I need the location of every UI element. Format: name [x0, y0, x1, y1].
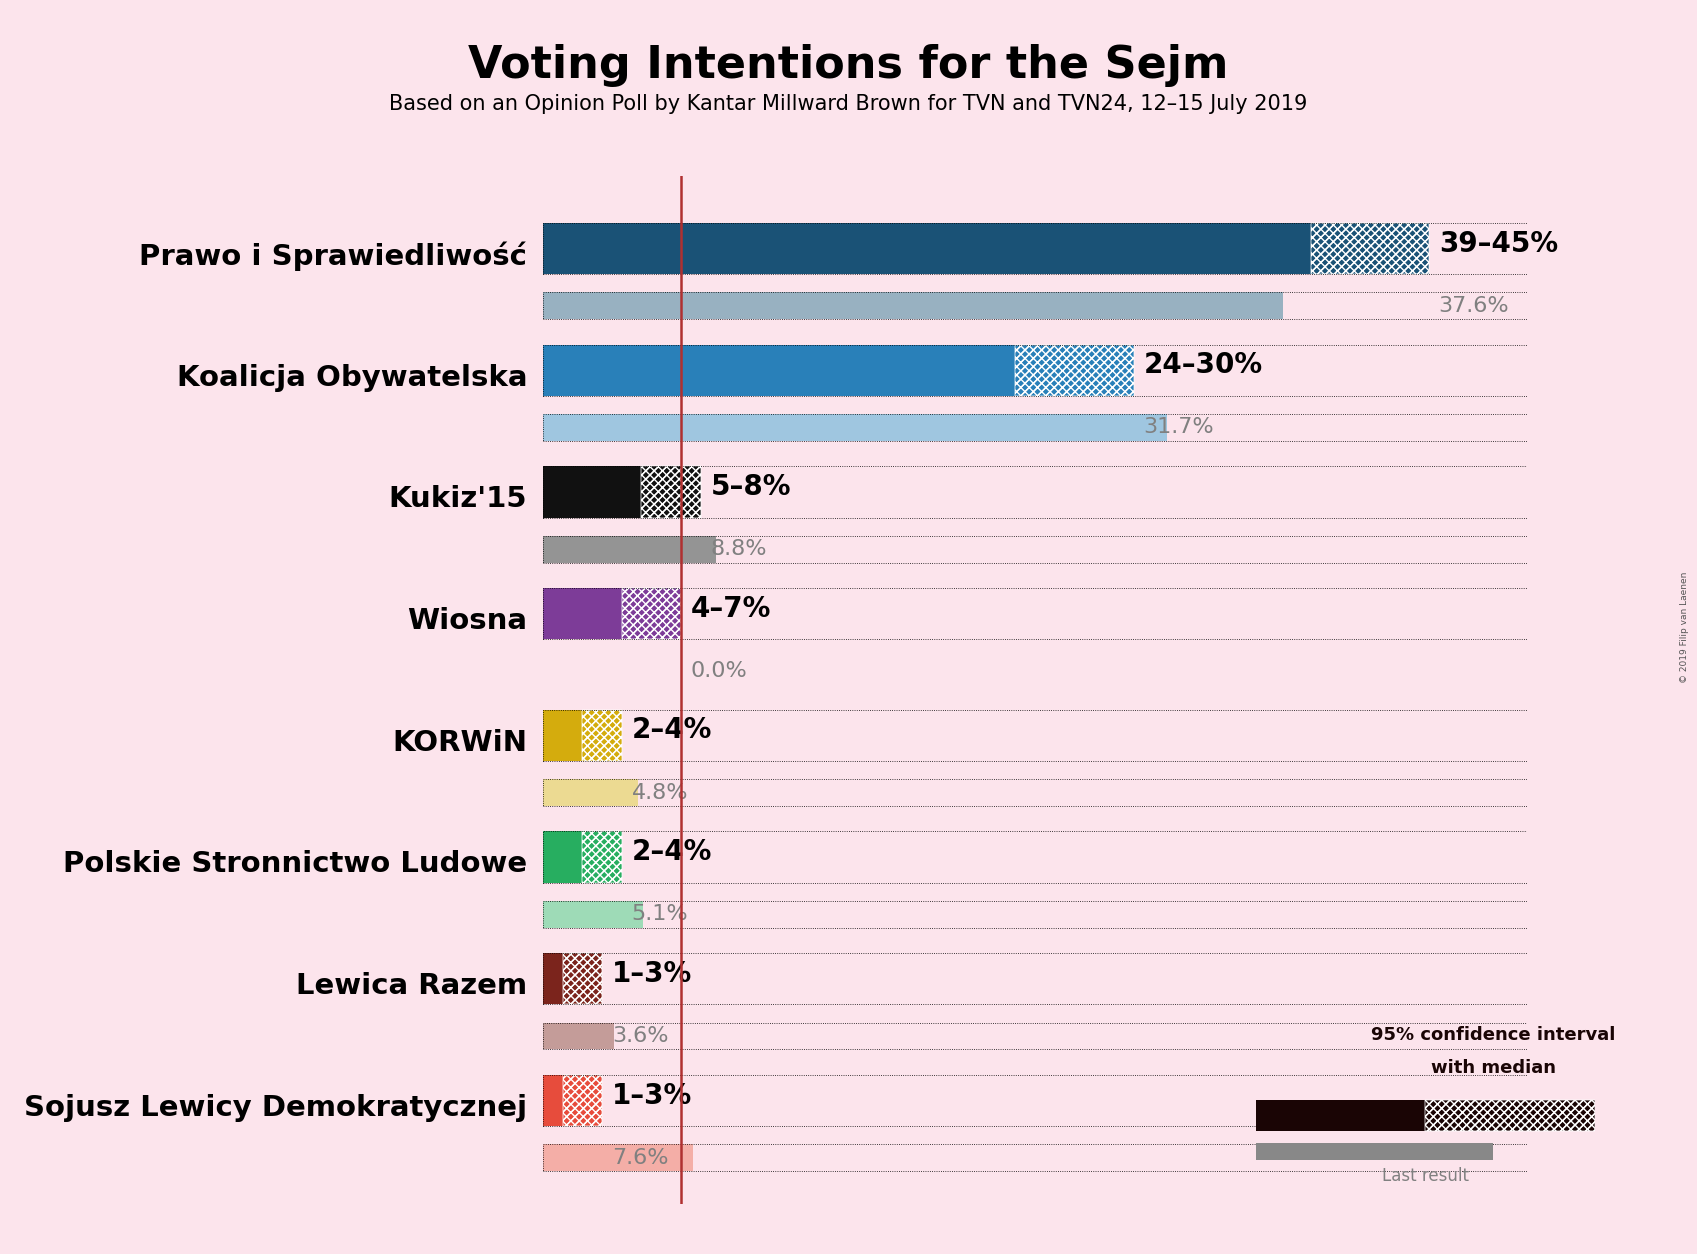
Bar — [543, 1075, 563, 1126]
Text: 4–7%: 4–7% — [691, 594, 770, 623]
Bar — [543, 900, 1527, 928]
Text: 24–30%: 24–30% — [1144, 351, 1263, 380]
Text: 37.6%: 37.6% — [1439, 296, 1509, 316]
Bar — [582, 831, 621, 883]
Bar — [543, 1144, 692, 1171]
Text: Last result: Last result — [1381, 1167, 1470, 1185]
Bar — [543, 588, 621, 640]
Bar — [1256, 1100, 1425, 1131]
Bar — [543, 223, 1310, 275]
Text: Kukiz'15: Kukiz'15 — [389, 485, 528, 513]
Text: Wiosna: Wiosna — [407, 607, 528, 635]
Text: 39–45%: 39–45% — [1439, 229, 1558, 258]
Bar — [1425, 1100, 1595, 1131]
Text: Voting Intentions for the Sejm: Voting Intentions for the Sejm — [468, 44, 1229, 87]
Bar — [543, 1144, 1527, 1171]
Bar — [543, 953, 1527, 1004]
Bar — [621, 588, 680, 640]
Bar — [543, 831, 582, 883]
Bar — [543, 1022, 1527, 1050]
Bar — [543, 345, 1015, 396]
Text: 5–8%: 5–8% — [711, 473, 791, 502]
Text: 2–4%: 2–4% — [631, 716, 713, 745]
Text: 3.6%: 3.6% — [613, 1026, 669, 1046]
Bar — [563, 953, 602, 1004]
Bar — [641, 466, 701, 518]
Text: Sojusz Lewicy Demokratycznej: Sojusz Lewicy Demokratycznej — [24, 1093, 528, 1122]
Text: 0.0%: 0.0% — [691, 661, 747, 681]
Bar — [543, 223, 1527, 275]
Text: 1–3%: 1–3% — [613, 1081, 692, 1110]
Bar — [1310, 223, 1429, 275]
Text: 4.8%: 4.8% — [631, 782, 687, 803]
Bar — [543, 292, 1283, 320]
Text: 1–3%: 1–3% — [613, 959, 692, 988]
Bar — [543, 779, 638, 806]
Bar — [641, 466, 701, 518]
Text: 2–4%: 2–4% — [631, 838, 713, 867]
Text: 5.1%: 5.1% — [631, 904, 689, 924]
Text: 31.7%: 31.7% — [1144, 418, 1213, 438]
Bar — [582, 831, 621, 883]
Bar — [543, 831, 1527, 883]
Bar — [543, 466, 641, 518]
Bar — [543, 900, 643, 928]
Bar — [1310, 223, 1429, 275]
Bar — [582, 710, 621, 761]
Bar — [543, 710, 1527, 761]
Text: 8.8%: 8.8% — [711, 539, 767, 559]
Bar — [563, 1075, 602, 1126]
Bar — [621, 588, 680, 640]
Bar — [543, 588, 1527, 640]
Bar — [543, 1075, 1527, 1126]
Text: Prawo i Sprawiedliwość: Prawo i Sprawiedliwość — [139, 241, 528, 271]
Text: Based on an Opinion Poll by Kantar Millward Brown for TVN and TVN24, 12–15 July : Based on an Opinion Poll by Kantar Millw… — [389, 94, 1308, 114]
Text: Koalicja Obywatelska: Koalicja Obywatelska — [176, 364, 528, 391]
Bar — [543, 710, 582, 761]
Bar — [543, 414, 1527, 441]
Bar — [543, 953, 563, 1004]
Bar — [543, 466, 1527, 518]
Bar — [543, 779, 1527, 806]
Bar — [563, 953, 602, 1004]
Text: 95% confidence interval: 95% confidence interval — [1371, 1026, 1616, 1043]
Bar — [543, 535, 716, 563]
Bar — [563, 1075, 602, 1126]
Bar — [543, 414, 1168, 441]
Text: KORWiN: KORWiN — [392, 729, 528, 756]
Text: 7.6%: 7.6% — [613, 1147, 669, 1167]
Bar — [543, 535, 1527, 563]
Bar — [582, 710, 621, 761]
Text: Lewica Razem: Lewica Razem — [297, 972, 528, 999]
Bar — [1015, 345, 1134, 396]
Bar — [543, 292, 1527, 320]
Bar — [1425, 1100, 1595, 1131]
Text: © 2019 Filip van Laenen: © 2019 Filip van Laenen — [1680, 572, 1689, 682]
Text: with median: with median — [1431, 1060, 1556, 1077]
Bar — [1015, 345, 1134, 396]
Bar — [543, 345, 1527, 396]
Text: Polskie Stronnictwo Ludowe: Polskie Stronnictwo Ludowe — [63, 850, 528, 878]
Bar — [1256, 1144, 1493, 1160]
Bar — [543, 1022, 614, 1050]
